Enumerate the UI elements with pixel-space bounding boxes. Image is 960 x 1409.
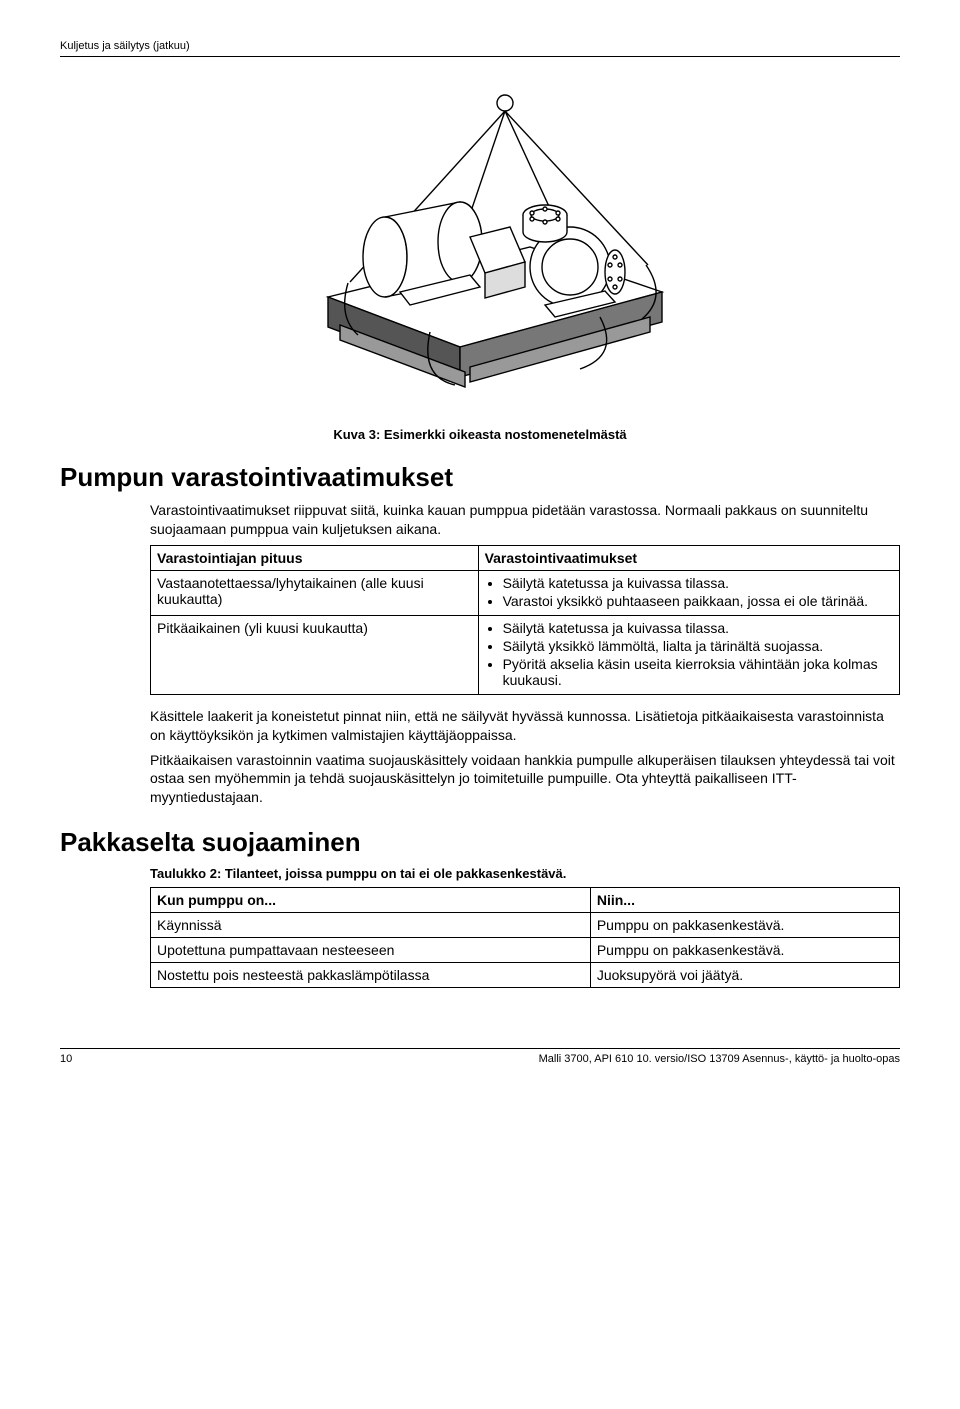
table-row: Käynnissä Pumppu on pakkasenkestävä. [151,913,900,938]
frost-table: Kun pumppu on... Niin... Käynnissä Pumpp… [150,887,900,988]
list-item: Säilytä yksikkö lämmöltä, lialta ja täri… [503,638,893,654]
storage-row0-col0: Vastaanotettaessa/lyhytaikainen (alle ku… [151,570,479,615]
table-row: Upotettuna pumpattavaan nesteeseen Pumpp… [151,938,900,963]
section1-para3: Pitkäaikaisen varastoinnin vaatima suoja… [150,751,900,808]
storage-row1-col1: Säilytä katetussa ja kuivassa tilassa. S… [478,615,899,694]
table-row: Nostettu pois nesteestä pakkaslämpötilas… [151,963,900,988]
section2-title: Pakkaselta suojaaminen [60,827,900,858]
table-row: Pitkäaikainen (yli kuusi kuukautta) Säil… [151,615,900,694]
frost-r0c0: Käynnissä [151,913,591,938]
pump-lifting-illustration [270,87,690,417]
list-item: Säilytä katetussa ja kuivassa tilassa. [503,575,893,591]
storage-header-1: Varastointivaatimukset [478,545,899,570]
figure-caption: Kuva 3: Esimerkki oikeasta nostomenetelm… [60,427,900,442]
frost-r2c0: Nostettu pois nesteestä pakkaslämpötilas… [151,963,591,988]
list-item: Pyöritä akselia käsin useita kierroksia … [503,656,893,688]
storage-header-0: Varastointiajan pituus [151,545,479,570]
frost-r2c1: Juoksupyörä voi jäätyä. [590,963,899,988]
frost-r0c1: Pumppu on pakkasenkestävä. [590,913,899,938]
storage-row0-col1: Säilytä katetussa ja kuivassa tilassa. V… [478,570,899,615]
section1-title: Pumpun varastointivaatimukset [60,462,900,493]
list-item: Varastoi yksikkö puhtaaseen paikkaan, jo… [503,593,893,609]
table-row: Vastaanotettaessa/lyhytaikainen (alle ku… [151,570,900,615]
page-number: 10 [60,1053,72,1065]
page-header: Kuljetus ja säilytys (jatkuu) [60,40,900,57]
page-footer: 10 Malli 3700, API 610 10. versio/ISO 13… [60,1048,900,1065]
section1-para1: Varastointivaatimukset riippuvat siitä, … [150,501,900,539]
section1-para2: Käsittele laakerit ja koneistetut pinnat… [150,707,900,745]
header-text: Kuljetus ja säilytys (jatkuu) [60,40,190,52]
frost-header-0: Kun pumppu on... [151,888,591,913]
doc-reference: Malli 3700, API 610 10. versio/ISO 13709… [539,1053,900,1065]
frost-r1c0: Upotettuna pumpattavaan nesteeseen [151,938,591,963]
storage-row1-col0: Pitkäaikainen (yli kuusi kuukautta) [151,615,479,694]
table2-caption: Taulukko 2: Tilanteet, joissa pumppu on … [150,866,900,881]
frost-r1c1: Pumppu on pakkasenkestävä. [590,938,899,963]
figure-3: Kuva 3: Esimerkki oikeasta nostomenetelm… [60,87,900,442]
frost-header-1: Niin... [590,888,899,913]
list-item: Säilytä katetussa ja kuivassa tilassa. [503,620,893,636]
storage-table: Varastointiajan pituus Varastointivaatim… [150,545,900,695]
